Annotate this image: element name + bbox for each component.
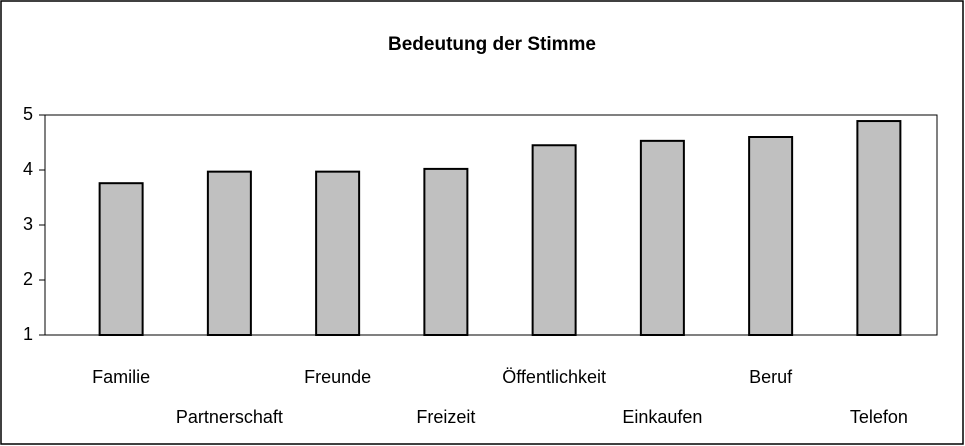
bar: [315, 170, 361, 336]
x-tick-label: Freunde: [304, 367, 371, 387]
y-tick-label: 5: [23, 104, 33, 124]
x-tick-label: Partnerschaft: [176, 407, 283, 427]
bar: [423, 167, 469, 336]
y-tick-label: 2: [23, 269, 33, 289]
x-tick-label: Telefon: [850, 407, 908, 427]
y-tick-label: 3: [23, 214, 33, 234]
bar: [206, 170, 252, 336]
bar: [531, 144, 577, 336]
bar: [748, 136, 794, 336]
chart-title: Bedeutung der Stimme: [388, 34, 596, 55]
y-tick-label: 1: [23, 324, 33, 344]
x-tick-label: Öffentlichkeit: [502, 367, 606, 387]
bar: [98, 182, 144, 336]
y-tick-label: 4: [23, 159, 33, 179]
x-tick-label: Familie: [92, 367, 150, 387]
x-tick-label: Beruf: [749, 367, 793, 387]
x-tick-label: Freizeit: [416, 407, 475, 427]
bar: [856, 120, 902, 336]
bar: [639, 139, 685, 336]
x-tick-label: Einkaufen: [622, 407, 702, 427]
